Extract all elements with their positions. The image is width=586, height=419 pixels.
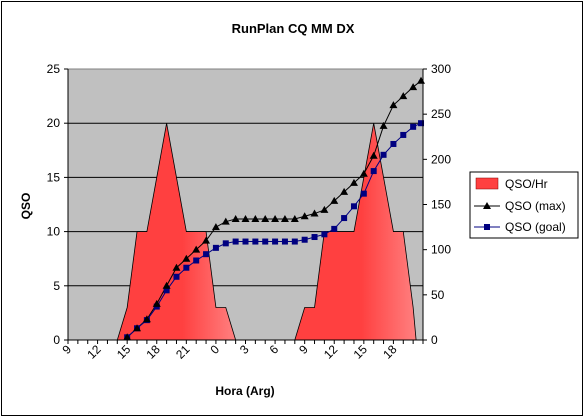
- x-tick-label: 0: [207, 342, 222, 357]
- legend-label-qso-max: QSO (max): [505, 199, 566, 213]
- qso-max-point: [202, 236, 211, 244]
- x-tick-label: 6: [267, 342, 282, 357]
- qso-hr-area-segment: [294, 123, 417, 341]
- qso-goal-point: [321, 231, 328, 238]
- qso-hr-area: [116, 123, 417, 341]
- qso-goal-point: [350, 203, 357, 210]
- qso-goal-point: [183, 264, 190, 271]
- qso-goal-point: [380, 151, 387, 158]
- qso-max-point: [379, 121, 388, 129]
- qso-goal-point: [291, 238, 298, 245]
- x-tick-label: 9: [59, 342, 74, 357]
- y-right-tick-label: 200: [431, 152, 451, 166]
- y-right-tick-label: 150: [431, 198, 451, 212]
- qso-goal-point: [331, 225, 338, 232]
- qso-max-point: [182, 254, 191, 262]
- y-left-tick-label: 20: [47, 116, 61, 130]
- qso-max-point: [251, 214, 260, 222]
- y-right-tick-label: 50: [431, 288, 445, 302]
- qso-goal-point: [232, 238, 239, 245]
- y-left-tick-label: 15: [47, 170, 61, 184]
- qso-max-point: [271, 214, 280, 222]
- qso-goal-point: [262, 238, 269, 245]
- x-tick-label: 9: [296, 342, 311, 357]
- qso-goal-point: [360, 190, 367, 197]
- legend-label-qso-hr: QSO/Hr: [505, 177, 548, 191]
- qso-max-point: [221, 217, 230, 225]
- qso-max-point: [389, 101, 398, 109]
- qso-max-point: [290, 214, 299, 222]
- qso-max-point: [409, 83, 418, 91]
- qso-goal-point: [341, 215, 348, 222]
- qso-goal-point: [222, 240, 229, 247]
- qso-max-point: [123, 333, 132, 341]
- qso-goal-point: [400, 131, 407, 138]
- x-tick-label: 12: [84, 342, 104, 362]
- y-axis-label-left: QSO: [19, 193, 33, 220]
- qso-max-point: [162, 281, 171, 289]
- qso-max-point: [261, 214, 270, 222]
- legend-label-qso-goal: QSO (goal): [505, 220, 566, 234]
- y-left-tick-label: 0: [53, 333, 60, 347]
- qso-goal-point: [370, 168, 377, 175]
- qso-goal-point: [410, 123, 417, 130]
- qso-max-point: [211, 223, 220, 231]
- qso-goal-point: [301, 236, 308, 243]
- qso-goal-point: [281, 238, 288, 245]
- y-left-tick-label: 5: [53, 279, 60, 293]
- y-right-tick-label: 100: [431, 243, 451, 257]
- qso-max-point: [300, 212, 309, 220]
- y-right-tick-label: 300: [431, 62, 451, 76]
- qso-goal-point: [212, 244, 219, 251]
- qso-goal-point: [173, 273, 180, 280]
- legend-marker-qso-max: [483, 202, 491, 209]
- qso-goal-point: [418, 120, 425, 127]
- qso-hr-area-segment: [116, 123, 237, 341]
- qso-max-point: [359, 169, 368, 177]
- qso-max-point: [369, 151, 378, 159]
- legend-swatch-qso-hr: [475, 177, 499, 190]
- x-tick-label: 3: [237, 342, 252, 357]
- x-tick-label: 15: [351, 342, 371, 362]
- qso-max-point: [399, 92, 408, 100]
- qso-max-point: [192, 245, 201, 253]
- x-tick-label: 12: [321, 342, 341, 362]
- x-axis-label: Hora (Arg): [215, 384, 274, 398]
- qso-goal-point: [203, 251, 210, 258]
- qso-max-point: [320, 205, 329, 213]
- x-tick-label: 21: [173, 342, 193, 362]
- qso-goal-point: [242, 238, 249, 245]
- qso-max-point: [133, 324, 142, 332]
- qso-max-point: [142, 315, 151, 323]
- qso-max-point: [340, 187, 349, 195]
- qso-max-point: [280, 214, 289, 222]
- qso-goal-point: [163, 287, 170, 294]
- qso-goal-point: [252, 238, 259, 245]
- legend-marker-qso-goal: [484, 224, 490, 230]
- qso-max-point: [349, 178, 358, 186]
- qso-max-point: [241, 214, 250, 222]
- qso-max-point: [310, 209, 319, 217]
- qso-goal-point: [272, 238, 279, 245]
- qso-goal-point: [390, 140, 397, 147]
- x-tick-label: 15: [114, 342, 134, 362]
- qso-goal-point: [193, 257, 200, 264]
- x-tick-label: 18: [144, 342, 164, 362]
- y-right-tick-label: 250: [431, 107, 451, 121]
- qso-max-point: [152, 299, 161, 307]
- y-left-tick-label: 10: [47, 225, 61, 239]
- y-right-tick-label: 0: [431, 333, 438, 347]
- x-tick-label: 18: [380, 342, 400, 362]
- qso-goal-point: [311, 234, 318, 241]
- qso-max-point: [172, 263, 181, 271]
- chart-title: RunPlan CQ MM DX: [232, 21, 355, 36]
- legend: QSO/Hr QSO (max) QSO (goal): [469, 171, 579, 239]
- y-left-tick-label: 25: [47, 62, 61, 76]
- qso-max-point: [330, 196, 339, 204]
- qso-max-point: [231, 214, 240, 222]
